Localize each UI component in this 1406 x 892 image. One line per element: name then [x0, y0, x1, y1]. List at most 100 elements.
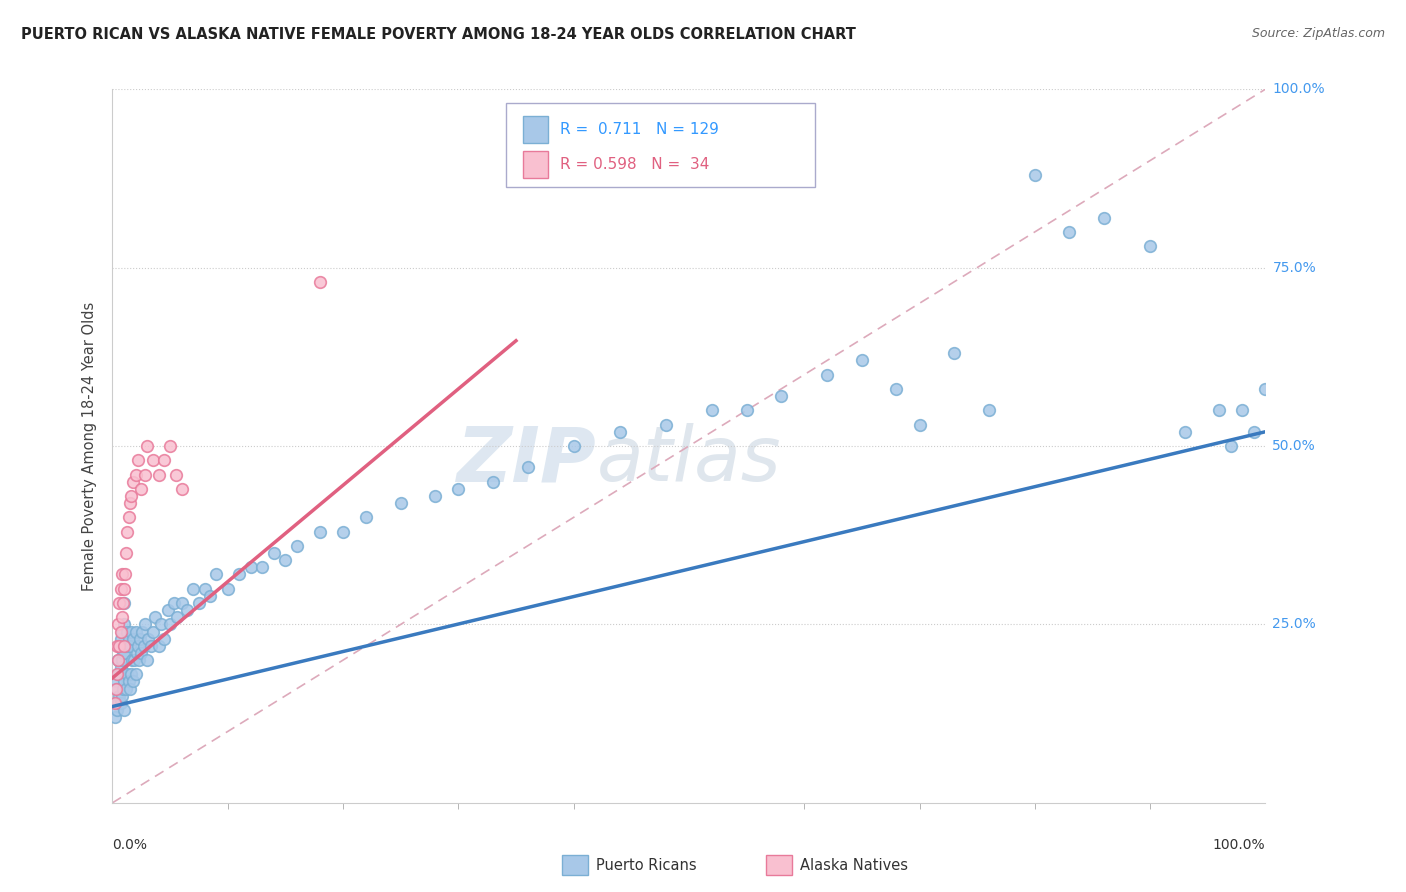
Point: [111, 646, 134, 660]
Point: [142, 453, 165, 467]
Point: [114, 567, 136, 582]
Point: [104, 696, 127, 710]
Text: 0.0%: 0.0%: [112, 838, 148, 853]
Point: [122, 475, 145, 489]
Point: [111, 624, 134, 639]
Point: [136, 439, 159, 453]
Point: [121, 653, 143, 667]
Point: [482, 475, 505, 489]
Point: [112, 582, 135, 596]
Point: [111, 610, 134, 624]
Point: [110, 696, 132, 710]
Point: [120, 667, 142, 681]
Point: [104, 681, 127, 696]
Point: [122, 674, 145, 689]
Text: 100.0%: 100.0%: [1213, 838, 1265, 853]
Point: [148, 639, 170, 653]
Point: [1243, 425, 1265, 439]
Point: [309, 275, 332, 289]
Point: [127, 639, 149, 653]
Point: [104, 696, 127, 710]
Point: [176, 603, 198, 617]
Point: [124, 624, 146, 639]
Point: [117, 624, 139, 639]
Point: [181, 582, 204, 596]
Point: [1139, 239, 1161, 253]
Point: [105, 703, 128, 717]
Point: [139, 639, 162, 653]
Point: [136, 653, 159, 667]
Point: [170, 482, 193, 496]
Point: [153, 453, 176, 467]
Point: [108, 639, 131, 653]
Point: [134, 617, 156, 632]
Point: [943, 346, 966, 360]
Point: [1254, 382, 1277, 396]
Point: [112, 674, 135, 689]
Point: [131, 624, 153, 639]
Point: [165, 467, 187, 482]
Point: [149, 617, 172, 632]
Point: [285, 539, 308, 553]
Point: [159, 617, 181, 632]
Point: [112, 617, 135, 632]
Point: [117, 632, 139, 646]
Point: [217, 582, 239, 596]
Point: [148, 467, 170, 482]
Point: [1232, 403, 1254, 417]
Point: [122, 632, 145, 646]
Point: [205, 567, 228, 582]
Point: [143, 610, 166, 624]
Point: [117, 510, 139, 524]
Text: 50.0%: 50.0%: [1272, 439, 1316, 453]
Point: [107, 653, 129, 667]
Point: [447, 482, 470, 496]
Text: Source: ZipAtlas.com: Source: ZipAtlas.com: [1251, 27, 1385, 40]
Point: [110, 582, 132, 596]
Point: [124, 467, 146, 482]
Point: [117, 674, 139, 689]
Point: [129, 482, 153, 496]
Point: [134, 467, 156, 482]
Text: PUERTO RICAN VS ALASKA NATIVE FEMALE POVERTY AMONG 18-24 YEAR OLDS CORRELATION C: PUERTO RICAN VS ALASKA NATIVE FEMALE POV…: [21, 27, 856, 42]
Point: [1024, 168, 1046, 182]
Point: [389, 496, 412, 510]
Point: [153, 632, 176, 646]
Point: [815, 368, 838, 382]
Point: [118, 639, 141, 653]
Point: [908, 417, 931, 432]
Point: [110, 660, 132, 674]
Point: [118, 681, 141, 696]
Point: [107, 696, 129, 710]
Point: [609, 425, 631, 439]
Point: [1208, 403, 1230, 417]
Point: [188, 596, 211, 610]
Point: [886, 382, 908, 396]
Point: [112, 639, 135, 653]
Point: [516, 460, 538, 475]
Point: [1092, 211, 1115, 225]
Point: [115, 639, 138, 653]
Point: [170, 596, 193, 610]
Point: [977, 403, 1000, 417]
Point: [111, 567, 134, 582]
Point: [1059, 225, 1081, 239]
Point: [125, 646, 148, 660]
Point: [274, 553, 297, 567]
Point: [200, 589, 222, 603]
Point: [128, 653, 150, 667]
Point: [112, 646, 135, 660]
Point: [252, 560, 274, 574]
Point: [1174, 425, 1197, 439]
Point: [110, 632, 132, 646]
Point: [105, 681, 128, 696]
Point: [108, 639, 131, 653]
Point: [117, 667, 139, 681]
Point: [129, 632, 152, 646]
Point: [111, 689, 134, 703]
Point: [107, 617, 129, 632]
Point: [118, 496, 141, 510]
Point: [108, 689, 131, 703]
Text: 75.0%: 75.0%: [1272, 260, 1316, 275]
Point: [770, 389, 793, 403]
